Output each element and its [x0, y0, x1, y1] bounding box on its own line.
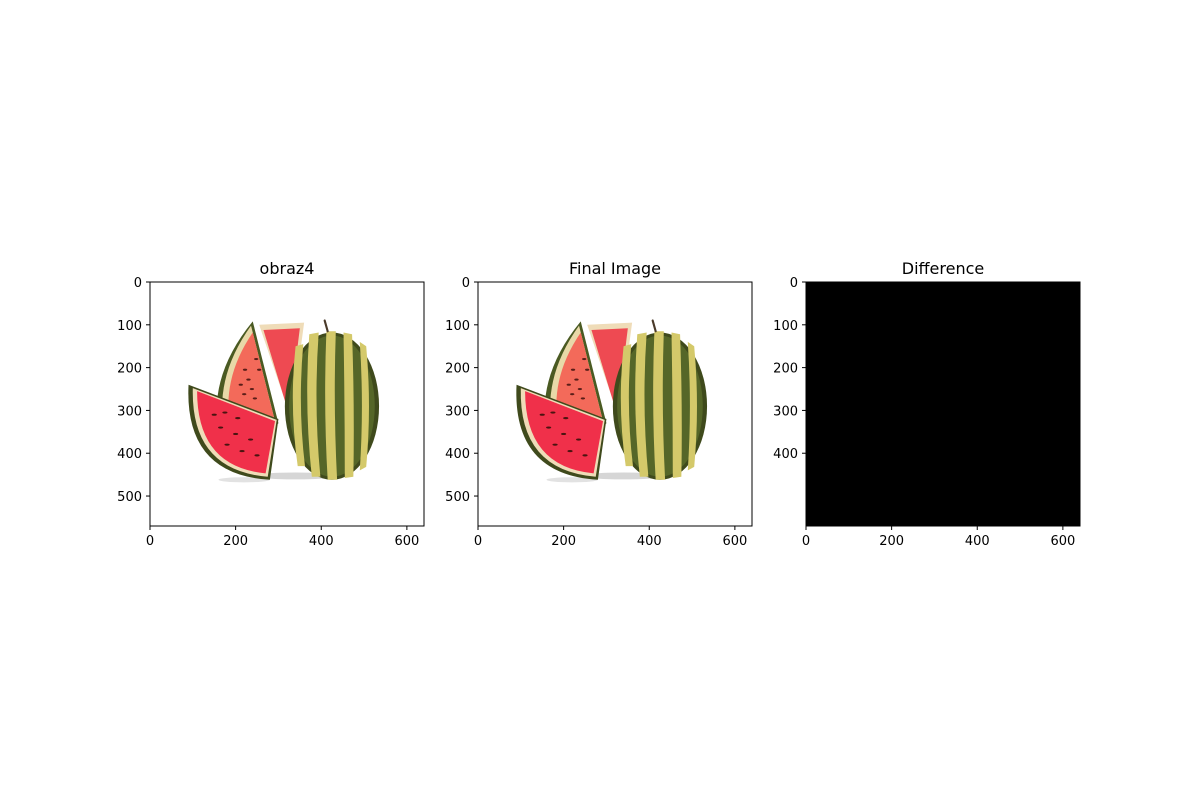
- panel-title: Final Image: [569, 259, 661, 278]
- y-tick-label: 300: [117, 404, 142, 419]
- y-tick-label: 100: [773, 319, 798, 334]
- x-tick-label: 200: [223, 534, 248, 549]
- x-tick-label: 600: [722, 534, 747, 549]
- y-tick-label: 0: [462, 276, 470, 291]
- x-tick-label: 400: [965, 534, 990, 549]
- image-area: [150, 282, 424, 526]
- panel-original: obraz4 0 200 400 600 0 100 200 300 400 500: [117, 259, 424, 549]
- y-tick-label: 0: [790, 276, 798, 291]
- y-tick-label: 200: [773, 362, 798, 377]
- x-tick-label: 0: [802, 534, 810, 549]
- x-tick-label: 0: [146, 534, 154, 549]
- y-tick-label: 400: [117, 447, 142, 462]
- y-tick-label: 300: [773, 404, 798, 419]
- x-tick-label: 400: [309, 534, 334, 549]
- x-tick-label: 400: [637, 534, 662, 549]
- x-tick-label: 0: [474, 534, 482, 549]
- y-tick-label: 100: [445, 319, 470, 334]
- panel-difference: Difference 0 200 400 600 0 100 200 300 400: [773, 259, 1080, 549]
- y-tick-label: 0: [134, 276, 142, 291]
- x-tick-label: 600: [394, 534, 419, 549]
- y-tick-label: 100: [117, 319, 142, 334]
- y-tick-label: 200: [117, 362, 142, 377]
- y-tick-label: 200: [445, 362, 470, 377]
- panel-title: Difference: [902, 259, 984, 278]
- y-tick-label: 400: [773, 447, 798, 462]
- y-tick-label: 400: [445, 447, 470, 462]
- panel-title: obraz4: [260, 259, 315, 278]
- image-area: [478, 282, 752, 526]
- x-tick-label: 200: [551, 534, 576, 549]
- y-tick-label: 300: [445, 404, 470, 419]
- image-area: [806, 282, 1080, 526]
- y-tick-label: 500: [117, 490, 142, 505]
- panel-final-image: Final Image 0 200 400 600 0 100 200 300 400 500: [445, 259, 752, 549]
- difference-image: [806, 282, 1080, 526]
- y-tick-label: 500: [445, 490, 470, 505]
- x-tick-label: 200: [879, 534, 904, 549]
- x-tick-label: 600: [1050, 534, 1075, 549]
